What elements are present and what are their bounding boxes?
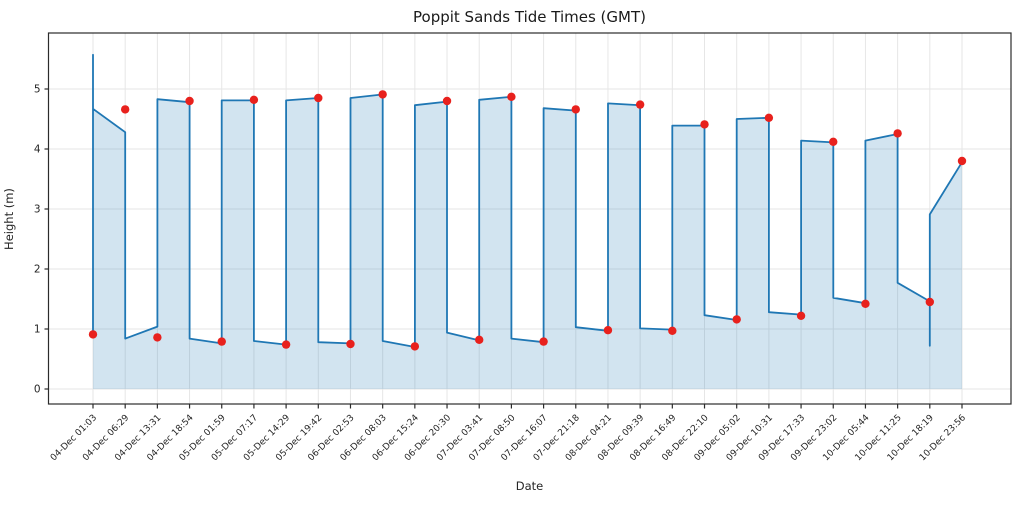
tide-event-dot-high bbox=[378, 90, 387, 99]
tide-area-fill bbox=[93, 54, 962, 390]
tide-event-dot-high bbox=[571, 105, 580, 114]
tide-event-dot-high bbox=[185, 96, 194, 106]
tide-event-dot-high bbox=[957, 156, 967, 166]
tide-event-dot-low bbox=[217, 337, 226, 346]
y-tick-label: 0 bbox=[34, 384, 41, 396]
tide-event-dot-high bbox=[120, 105, 130, 114]
y-tick-label: 1 bbox=[34, 324, 41, 336]
tide-event-dot-low bbox=[796, 311, 806, 320]
tide-event-dot-low bbox=[732, 315, 741, 324]
tide-event-dot-low bbox=[668, 326, 677, 335]
tide-event-dot-high bbox=[893, 129, 902, 138]
tide-event-dot-high bbox=[635, 100, 645, 109]
tide-event-dot-low bbox=[88, 330, 98, 339]
tide-event-dot-low bbox=[925, 297, 935, 307]
tide-event-dot-low bbox=[861, 299, 870, 308]
tide-event-dot-low bbox=[153, 333, 162, 342]
tide-event-dot-low bbox=[410, 342, 420, 351]
tide-event-dot-high bbox=[442, 96, 452, 106]
tide-event-dot-low bbox=[603, 326, 613, 335]
y-tick-label: 2 bbox=[34, 264, 41, 276]
tide-event-dot-high bbox=[700, 120, 709, 129]
tide-event-dot-high bbox=[829, 137, 838, 146]
x-axis-label: Date bbox=[515, 479, 544, 493]
tide-event-dot-high bbox=[314, 93, 323, 103]
tide-event-dot-low bbox=[475, 335, 484, 344]
tide-event-dot-low bbox=[281, 340, 291, 349]
y-tick-label: 5 bbox=[34, 84, 41, 96]
tide-event-dot-low bbox=[346, 339, 355, 349]
plot-border bbox=[47, 32, 1012, 405]
tide-event-dot-high bbox=[764, 113, 774, 123]
tide-event-dot-high bbox=[507, 92, 516, 102]
chart-title: Poppit Sands Tide Times (GMT) bbox=[413, 8, 646, 26]
y-tick-label: 3 bbox=[34, 204, 41, 216]
y-tick-label: 4 bbox=[34, 144, 41, 156]
tide-line bbox=[92, 53, 963, 348]
tide-event-dot-high bbox=[249, 95, 259, 105]
tide-event-dot-low bbox=[539, 337, 548, 346]
